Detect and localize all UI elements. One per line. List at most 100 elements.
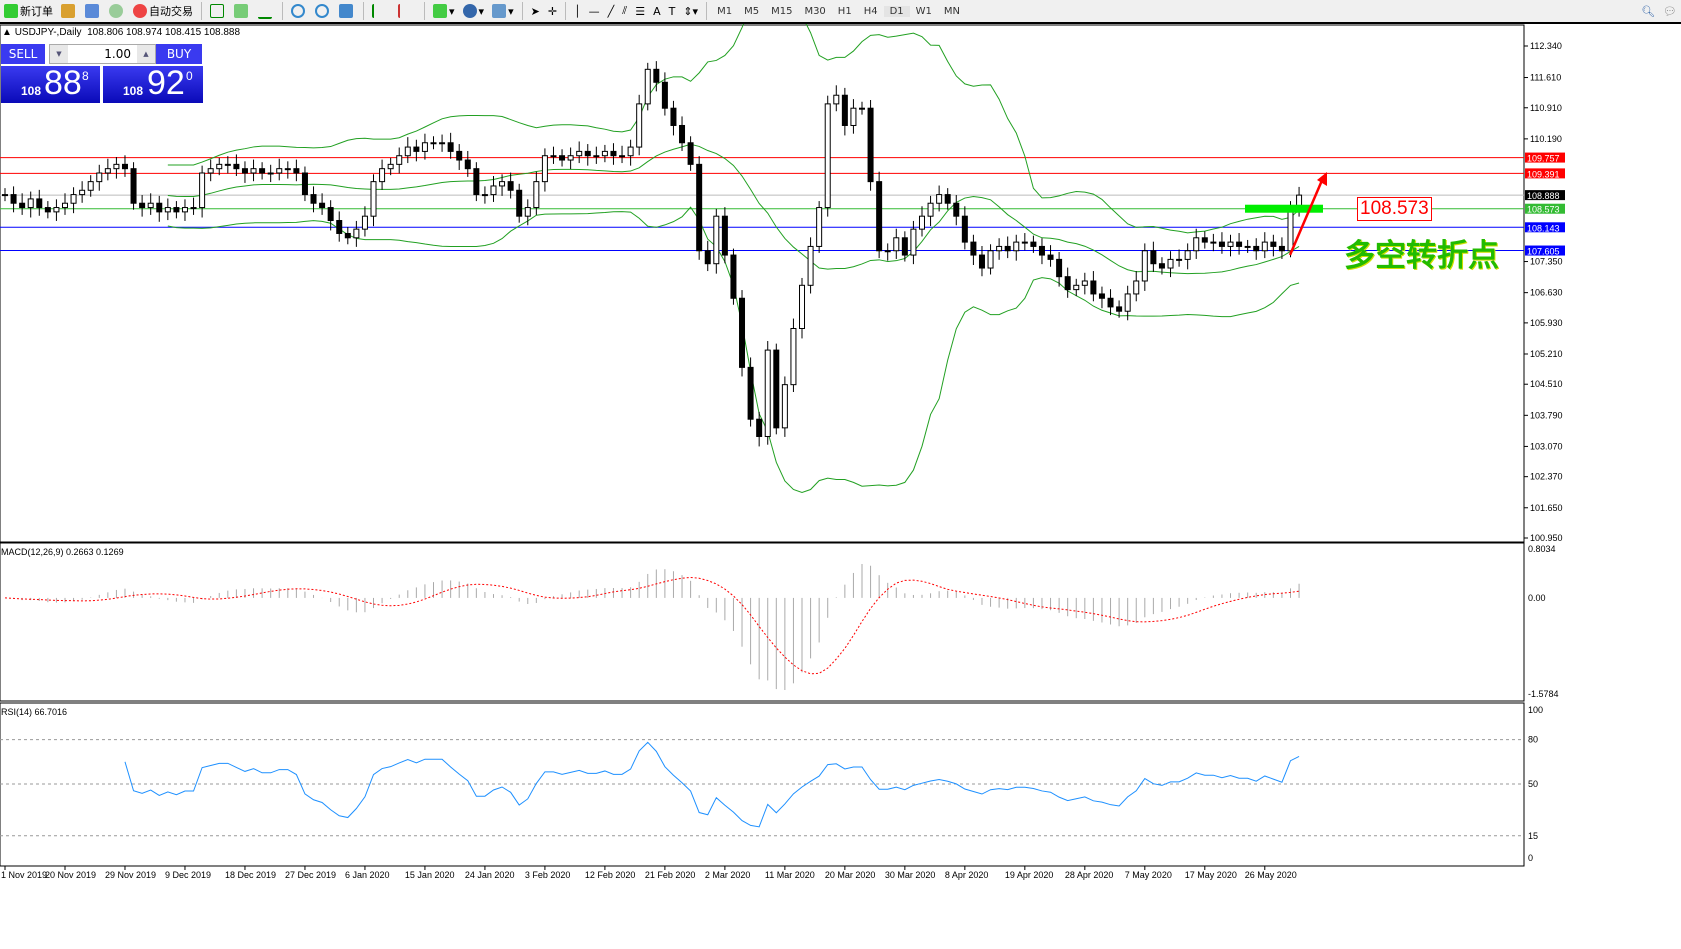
candlestick-button[interactable] [230, 1, 254, 21]
crosshair-button[interactable]: ✛ [544, 1, 561, 21]
navigator-button[interactable] [81, 1, 105, 21]
search-button[interactable]: 🔍︎ [1637, 1, 1659, 21]
signals-button[interactable] [105, 1, 129, 21]
candle [1030, 241, 1037, 247]
macd-pane [0, 542, 1525, 702]
indicators-button[interactable]: ▾ [429, 1, 459, 21]
candle [353, 228, 360, 239]
candle [1081, 280, 1088, 286]
date-label: 26 May 2020 [1245, 870, 1297, 880]
price-tick-label: 102.370 [1530, 472, 1563, 482]
candle [730, 254, 737, 299]
candle [781, 384, 788, 429]
candle [87, 181, 94, 191]
channel-button[interactable]: ⫽ [618, 1, 631, 21]
line-chart-button[interactable] [254, 1, 278, 21]
candle [619, 155, 626, 158]
autoscroll-button[interactable] [368, 1, 394, 21]
vertical-line-button[interactable]: │ [570, 1, 585, 21]
zoom-in-button[interactable] [287, 1, 311, 21]
tf-mn[interactable]: MN [943, 5, 960, 17]
periods-button[interactable]: ▾ [459, 1, 489, 21]
candle [687, 142, 694, 165]
bar-chart-button[interactable] [206, 1, 230, 21]
tf-m15[interactable]: M15 [771, 5, 793, 17]
templates-button[interactable]: ▾ [488, 1, 518, 21]
separator [521, 2, 523, 20]
vertical-line-icon: │ [574, 4, 581, 18]
tf-h1[interactable]: H1 [837, 5, 852, 17]
market-watch-button[interactable] [57, 1, 81, 21]
tf-d1[interactable]: D1 [883, 5, 910, 17]
buy-button[interactable]: BUY [156, 44, 202, 64]
chart-area[interactable]: 112.340 111.610 110.910 110.190 107.350 106.6… [0, 24, 1681, 949]
candle [799, 284, 806, 330]
candle [764, 349, 771, 437]
candle [541, 155, 548, 183]
date-label: 15 Jan 2020 [405, 870, 455, 880]
candle [739, 297, 746, 368]
bollinger-up [167, 24, 1300, 234]
price-tick-label: 107.350 [1530, 257, 1563, 267]
new-order-icon [4, 4, 18, 18]
zoom-in-icon [291, 4, 305, 18]
lot-size-input[interactable]: ▼ 1.00 ▲ [49, 44, 156, 64]
horizontal-line-button[interactable]: — [585, 1, 604, 21]
candle [936, 194, 943, 204]
candle [704, 250, 711, 265]
trendline-button[interactable]: ╱ [604, 1, 619, 21]
navigator-icon [85, 4, 99, 18]
candle [867, 107, 874, 183]
text-label-button[interactable]: T [665, 1, 680, 21]
tf-m1[interactable]: M1 [717, 5, 733, 17]
candle [156, 202, 163, 213]
tf-m5[interactable]: M5 [744, 5, 760, 17]
separator [201, 2, 202, 20]
candle [996, 245, 1003, 252]
candle [147, 202, 154, 209]
cursor-button[interactable]: ➤ [527, 1, 544, 21]
candle [593, 155, 600, 158]
candle [859, 107, 865, 110]
candle [644, 68, 651, 105]
candle [181, 207, 188, 213]
chat-button[interactable]: 💬︎ [1659, 1, 1681, 21]
new-order-button[interactable]: 新订单 [0, 1, 57, 21]
tf-m30[interactable]: M30 [804, 5, 826, 17]
candle [696, 163, 703, 252]
market-watch-icon [61, 4, 75, 18]
candle [104, 168, 111, 174]
zoom-out-button[interactable] [311, 1, 335, 21]
date-label: 8 Apr 2020 [945, 870, 989, 880]
tile-windows-button[interactable] [335, 1, 359, 21]
price-tick-label: 100.950 [1530, 533, 1563, 543]
sell-price[interactable]: 108 88 8 [1, 64, 100, 103]
candle [567, 155, 574, 161]
candle [1261, 241, 1268, 252]
chart-shift-button[interactable] [394, 1, 420, 21]
date-label: 2 Mar 2020 [705, 870, 751, 880]
arrows-button[interactable]: ⇕▾ [679, 1, 702, 21]
date-label: 29 Nov 2019 [105, 870, 156, 880]
candle [284, 168, 291, 171]
date-label: 30 Mar 2020 [885, 870, 936, 880]
price-tick-label: 103.070 [1530, 441, 1563, 451]
lot-decrease-button[interactable]: ▼ [50, 45, 68, 63]
price-tick-label: 105.930 [1530, 318, 1563, 328]
candle [310, 194, 317, 204]
candle [490, 185, 497, 196]
symbol-label: USDJPY-,Daily [14, 27, 82, 38]
price-tick-label: 112.340 [1530, 41, 1562, 51]
buy-price[interactable]: 108 92 0 [103, 64, 203, 103]
rsi-line [124, 741, 1300, 828]
tf-h4[interactable]: H4 [863, 5, 878, 17]
text-button[interactable]: A [649, 1, 665, 21]
price-tick-label: 104.510 [1530, 379, 1563, 389]
auto-trading-button[interactable]: 自动交易 [129, 1, 197, 21]
sell-button[interactable]: SELL [1, 44, 45, 64]
tf-w1[interactable]: W1 [915, 5, 932, 17]
fibonacci-button[interactable]: ☰ [631, 1, 649, 21]
level-tag-label: 108.143 [1527, 223, 1560, 233]
candle [610, 150, 617, 157]
lot-increase-button[interactable]: ▲ [137, 45, 155, 63]
